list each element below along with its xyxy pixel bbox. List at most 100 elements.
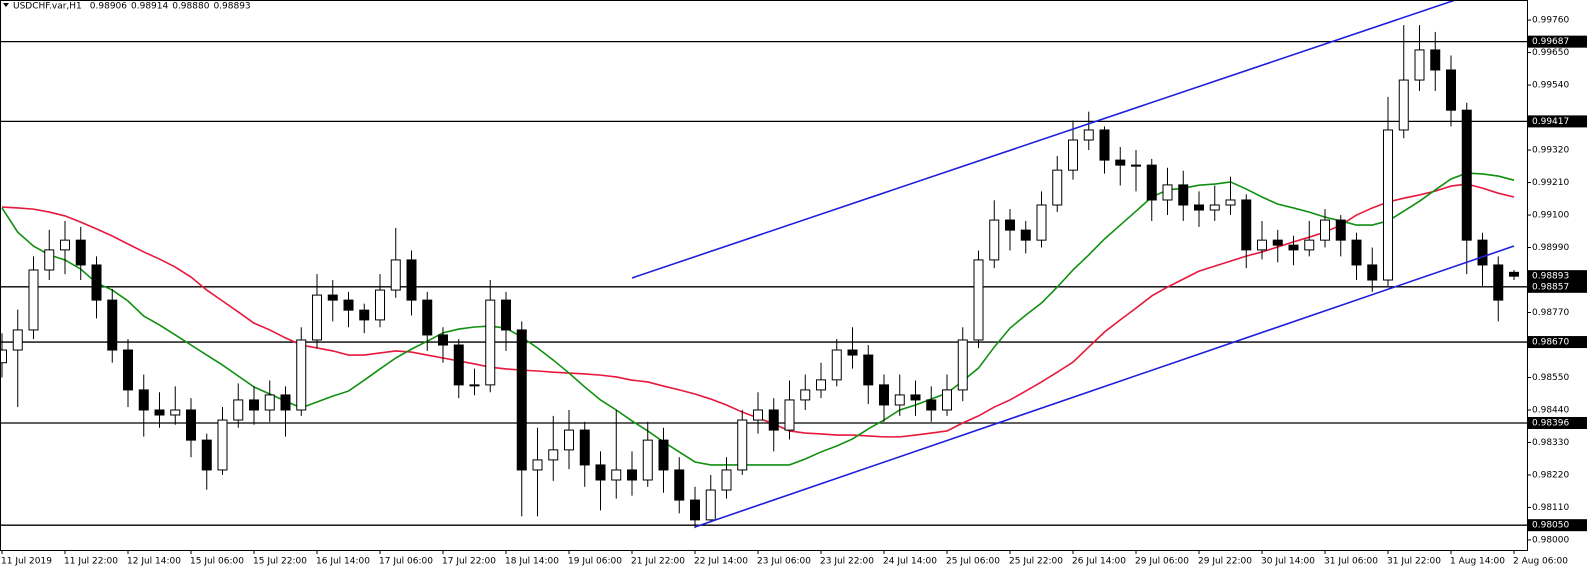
candle-body	[564, 429, 574, 451]
candle-body	[705, 489, 716, 521]
candle-body	[1383, 129, 1393, 281]
candle-body	[186, 409, 196, 441]
candle-body	[1398, 79, 1409, 131]
candle-body	[1115, 159, 1126, 166]
candle-body	[406, 259, 417, 301]
plot-frame	[0, 0, 1528, 551]
y-tick-label: 0.98330	[1532, 438, 1569, 448]
candle-body	[1320, 219, 1330, 241]
level-label: 0.98670	[1532, 338, 1569, 348]
candle-body	[1146, 164, 1157, 201]
candle-body	[1446, 69, 1456, 111]
y-tick-label: 0.98000	[1532, 535, 1569, 545]
candle-body	[784, 399, 795, 431]
y-tick-label: 0.98220	[1532, 470, 1569, 480]
candle-body	[863, 354, 874, 386]
candle-body	[438, 334, 448, 346]
candle-body	[690, 499, 700, 521]
x-tick-label: 31 Jul 22:00	[1387, 557, 1441, 567]
candle-body	[1036, 204, 1047, 241]
x-tick-label: 18 Jul 14:00	[505, 557, 559, 567]
candle-body	[1068, 139, 1078, 171]
y-tick-label: 0.98550	[1532, 373, 1569, 383]
x-tick-label: 26 Jul 14:00	[1072, 557, 1126, 567]
candle-body	[123, 349, 133, 391]
candle-body	[611, 469, 622, 481]
level-label-box	[1528, 115, 1587, 128]
x-tick-label: 25 Jul 22:00	[1009, 557, 1063, 567]
candle-body	[674, 469, 685, 501]
candle-body	[1493, 264, 1504, 301]
level-label: 0.99687	[1532, 37, 1569, 47]
candle-body	[1461, 109, 1472, 241]
plot	[1, 1, 1527, 529]
level-label: 0.98050	[1532, 521, 1569, 531]
candle-body	[579, 429, 590, 466]
candle-body	[107, 299, 118, 351]
candle-body	[1178, 184, 1189, 206]
x-tick-label: 23 Jul 22:00	[820, 557, 874, 567]
candle-body	[1225, 199, 1236, 206]
level-label: 0.98396	[1532, 418, 1569, 428]
candle-body	[1020, 229, 1031, 241]
x-tick-label: 12 Jul 14:00	[127, 557, 181, 567]
candle-body	[485, 299, 496, 386]
x-tick-label: 11 Jul 2019	[1, 557, 52, 567]
candle-body	[926, 399, 937, 411]
candle-body	[1272, 239, 1283, 246]
candle-body	[44, 249, 55, 271]
candle-body	[816, 379, 826, 391]
price-label-box	[1528, 270, 1587, 283]
candle-body	[60, 239, 70, 251]
y-tick-label: 0.99100	[1532, 211, 1569, 221]
y-tick-label: 0.99540	[1532, 81, 1569, 91]
x-tick-label: 29 Jul 06:00	[1135, 557, 1189, 567]
x-tick-label: 19 Jul 06:00	[568, 557, 622, 567]
candle-body	[721, 469, 732, 491]
candle-body	[1241, 199, 1252, 251]
candle-body	[1131, 164, 1141, 167]
candle-body	[847, 349, 858, 356]
candle-body	[516, 329, 527, 471]
x-tick-label: 22 Jul 14:00	[694, 557, 748, 567]
candle-body	[28, 269, 39, 331]
candle-body	[12, 329, 23, 351]
ohlc-value: 0.98893	[213, 2, 250, 12]
candle-body	[1194, 204, 1204, 211]
menu-arrow[interactable]	[3, 3, 9, 7]
y-tick-label: 0.98770	[1532, 308, 1569, 318]
level-label-box	[1528, 35, 1587, 48]
candle-body	[1083, 129, 1094, 141]
x-tick-label: 21 Jul 22:00	[631, 557, 685, 567]
candle-body	[737, 419, 748, 471]
ohlc-value: 0.98914	[131, 2, 168, 12]
candle-body	[595, 464, 606, 481]
candle-body	[942, 389, 952, 411]
candle-body	[879, 384, 889, 406]
x-tick-label: 15 Jul 06:00	[190, 557, 244, 567]
ohlc-value: 0.98880	[172, 2, 209, 12]
candle-body	[170, 409, 181, 416]
candle-body	[1430, 49, 1441, 71]
y-tick-label: 0.99320	[1532, 146, 1569, 156]
ohlc-value: 0.98906	[90, 2, 127, 12]
candle-body	[1052, 169, 1063, 206]
x-tick-label: 29 Jul 22:00	[1198, 557, 1252, 567]
candle-body	[1099, 129, 1110, 161]
candle-body	[532, 459, 543, 471]
candle-body	[894, 394, 905, 406]
candle-body	[753, 409, 763, 421]
y-tick-label: 0.99210	[1532, 178, 1569, 188]
candle-body	[217, 419, 228, 471]
candle-body	[548, 449, 559, 461]
candle-body	[154, 409, 165, 416]
candle-body	[343, 299, 354, 311]
candle-body	[469, 384, 480, 387]
candle-body	[390, 259, 401, 291]
x-tick-label: 16 Jul 14:00	[316, 557, 370, 567]
candle-body	[501, 299, 511, 331]
candle-body	[910, 394, 921, 401]
level-label-box	[1528, 519, 1587, 532]
